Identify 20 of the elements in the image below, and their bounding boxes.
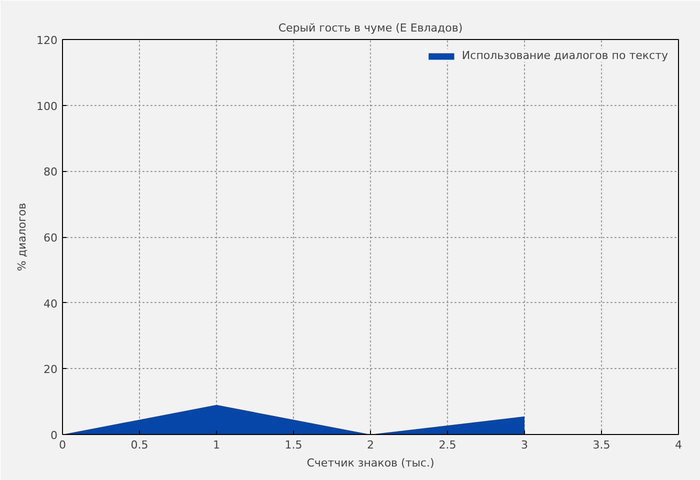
legend-label: Использование диалогов по тексту: [462, 49, 668, 62]
x-tick-label: 1.5: [284, 438, 302, 452]
x-tick-label: 3.5: [592, 438, 610, 452]
y-tick-label: 20: [44, 363, 58, 376]
y-tick-label: 80: [44, 166, 58, 179]
y-tick-label: 60: [44, 232, 58, 244]
x-tick-label: 2.5: [438, 438, 456, 452]
y-tick-label: 40: [44, 297, 58, 310]
x-tick-label: 0: [59, 438, 66, 452]
y-tick-label: 120: [36, 34, 58, 47]
x-axis-title: Счетчик знаков (тыс.): [306, 456, 434, 470]
y-tick-label: 0: [50, 429, 58, 442]
y-axis-title: % диалогов: [16, 202, 29, 272]
x-tick-label: 1: [213, 438, 220, 452]
x-tick-label: 3: [521, 438, 528, 452]
x-tick-label: 4: [675, 438, 682, 452]
chart-title: Серый гость в чуме (Е Евладов): [278, 22, 463, 34]
x-tick-label: 2: [367, 438, 374, 452]
x-tick-label: 0.5: [130, 438, 148, 452]
y-tick-label: 100: [36, 100, 58, 113]
